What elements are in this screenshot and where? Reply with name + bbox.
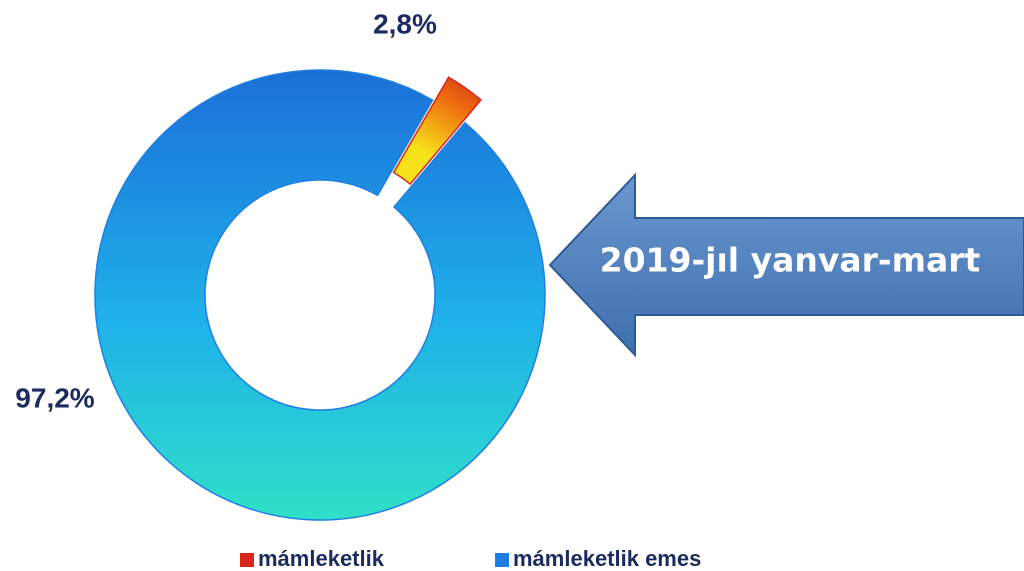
legend-swatch: [495, 553, 509, 567]
legend-swatch: [240, 553, 254, 567]
legend-label: mámleketlik: [258, 546, 385, 571]
annotation: 2019-jıl yanvar-mart: [600, 241, 981, 280]
data-label: 97,2%: [15, 382, 94, 413]
data-label: 2,8%: [373, 8, 437, 39]
slice: [94, 69, 546, 521]
legend-label: mámleketlik emes: [513, 546, 701, 571]
annotation-arrow: [548, 172, 1024, 358]
slice: [392, 76, 483, 186]
